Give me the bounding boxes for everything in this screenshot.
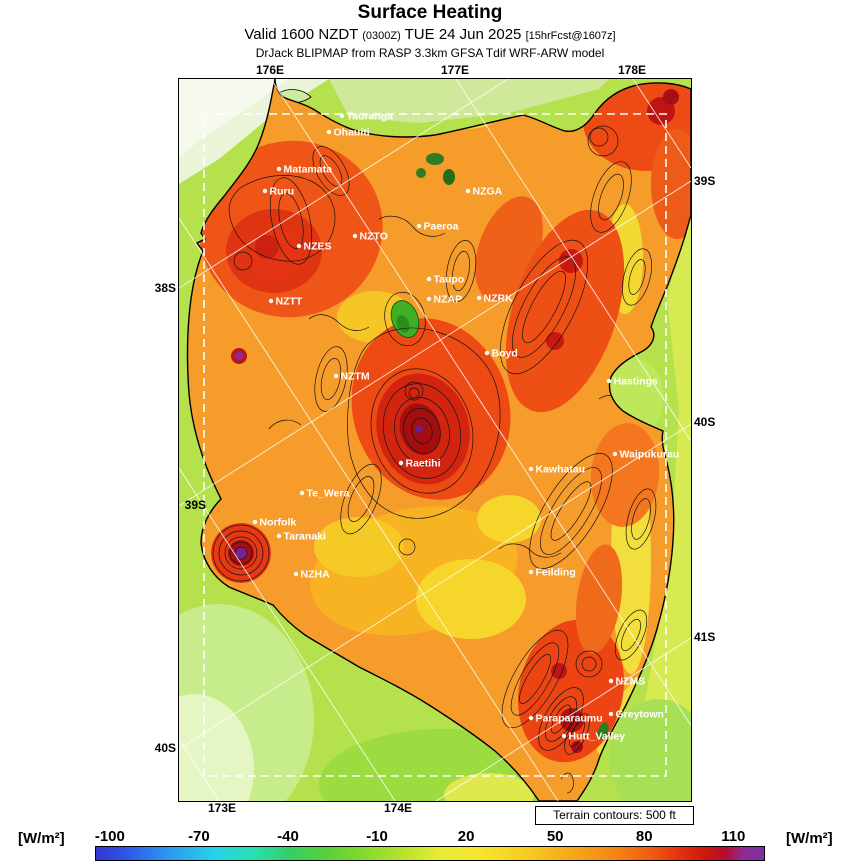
colorbar-tick-row: -100 -70 -40 -10 20 50 80 110 — [95, 828, 763, 845]
place-label-Matamata: Matamata — [284, 164, 333, 176]
page-title: Surface Heating — [357, 2, 503, 23]
place-label-Raetihi: Raetihi — [406, 458, 441, 470]
model-description: DrJack BLIPMAP from RASP 3.3km GFSA Tdif… — [255, 46, 605, 60]
valid-prefix: Valid 1600 NZDT — [244, 26, 363, 43]
place-label-Hutt_Valley: Hutt_Valley — [569, 731, 626, 743]
place-label-NZAP: NZAP — [434, 294, 463, 306]
place-dot-Tauranga — [339, 113, 345, 119]
place-dot-Matamata — [276, 166, 282, 172]
axis-label-178E: 178E — [617, 63, 647, 77]
place-label-Taranaki: Taranaki — [284, 531, 326, 543]
place-dot-NZHA — [293, 571, 299, 577]
place-dot-Kawhatau — [528, 466, 534, 472]
place-label-NZMS: NZMS — [616, 676, 646, 688]
place-dot-NZTM — [333, 373, 339, 379]
place-dot-Te_Wera — [299, 490, 305, 496]
place-label-Tauranga: Tauranga — [347, 111, 394, 123]
place-label-Paeroa: Paeroa — [424, 221, 459, 233]
colorbar-tick--70: -70 — [188, 828, 210, 845]
place-label-Paraparaumu: Paraparaumu — [536, 713, 603, 725]
lat-lon-grid — [179, 79, 691, 801]
place-label-Waipukurau: Waipukurau — [620, 449, 680, 461]
place-label-Te_Wera: Te_Wera — [307, 488, 350, 500]
place-dot-NZGA — [465, 188, 471, 194]
model-domain-boundary — [203, 113, 667, 777]
terrain-contour-lines — [212, 125, 657, 794]
place-label-NZGA: NZGA — [473, 186, 503, 198]
axis-label-40S: 40S — [154, 741, 176, 755]
colorbar-tick--10: -10 — [366, 828, 388, 845]
place-label-Taupo: Taupo — [434, 274, 465, 286]
place-label-Hastings: Hastings — [614, 376, 659, 388]
place-dot-Hastings — [606, 378, 612, 384]
axis-label-174E: 174E — [383, 801, 413, 815]
place-dot-NZTT — [268, 298, 274, 304]
axis-label-40S: 40S — [694, 415, 716, 429]
place-label-Feilding: Feilding — [536, 567, 576, 579]
place-dot-Taranaki — [276, 533, 282, 539]
colorbar-tick-20: 20 — [457, 828, 475, 845]
place-dot-Paeroa — [416, 223, 422, 229]
place-dot-NZES — [296, 243, 302, 249]
axis-label-176E: 176E — [255, 63, 285, 77]
place-dot-NZTO — [352, 233, 358, 239]
colorbar-unit-right: [W/m²] — [786, 830, 833, 847]
place-dot-NZAP — [426, 296, 432, 302]
place-label-Greytown: Greytown — [616, 709, 664, 721]
place-dot-Feilding — [528, 569, 534, 575]
place-label-Ruru: Ruru — [270, 186, 295, 198]
colorbar-unit-left: [W/m²] — [18, 830, 65, 847]
terrain-contour-note: Terrain contours: 500 ft — [535, 806, 694, 825]
place-dot-NZRK — [476, 295, 482, 301]
axis-label-177E: 177E — [440, 63, 470, 77]
place-label-Norfolk: Norfolk — [260, 517, 297, 529]
place-dot-Raetihi — [398, 460, 404, 466]
colorbar-gradient — [95, 846, 765, 861]
colorbar-tick-110: 110 — [721, 828, 746, 845]
axis-label-173E: 173E — [207, 801, 237, 815]
place-label-Ohauiti: Ohauiti — [334, 127, 370, 139]
valid-time-line: Valid 1600 NZDT (0300Z) TUE 24 Jun 2025 … — [10, 26, 850, 43]
surface-heating-map: Tauranga Ohauiti Matamata Ruru NZGA NZES NZTO P… — [178, 78, 692, 802]
place-dot-Ohauiti — [326, 129, 332, 135]
axis-label-38S: 38S — [154, 281, 176, 295]
place-label-NZES: NZES — [304, 241, 332, 253]
place-label-NZTT: NZTT — [276, 296, 303, 308]
colorbar-tick--40: -40 — [277, 828, 299, 845]
valid-utc: (0300Z) — [362, 30, 401, 42]
place-label-NZTO: NZTO — [360, 231, 388, 243]
forecast-cycle: [15hrFcst@1607z] — [525, 30, 616, 42]
colorbar-tick--100: -100 — [94, 828, 125, 845]
colorbar-tick-50: 50 — [546, 828, 564, 845]
place-markers: Tauranga Ohauiti Matamata Ruru NZGA NZES NZTO P… — [252, 111, 680, 743]
place-label-NZRK: NZRK — [484, 293, 514, 305]
axis-label-41S: 41S — [694, 630, 716, 644]
colorbar-tick-80: 80 — [635, 828, 653, 845]
place-label-Kawhatau: Kawhatau — [536, 464, 586, 476]
place-dot-Paraparaumu — [528, 715, 534, 721]
valid-date: TUE 24 Jun 2025 — [400, 26, 526, 43]
place-dot-Ruru — [262, 188, 268, 194]
place-label-NZHA: NZHA — [301, 569, 331, 581]
place-dot-Boyd — [484, 350, 490, 356]
place-dot-Norfolk — [252, 519, 258, 525]
place-dot-NZMS — [608, 678, 614, 684]
place-dot-Taupo — [426, 276, 432, 282]
axis-label-39S: 39S — [694, 174, 716, 188]
place-dot-Waipukurau — [612, 451, 618, 457]
place-label-Boyd: Boyd — [492, 348, 518, 360]
place-dot-Hutt_Valley — [561, 733, 567, 739]
place-label-NZTM: NZTM — [341, 371, 370, 383]
place-dot-Greytown — [608, 711, 614, 717]
